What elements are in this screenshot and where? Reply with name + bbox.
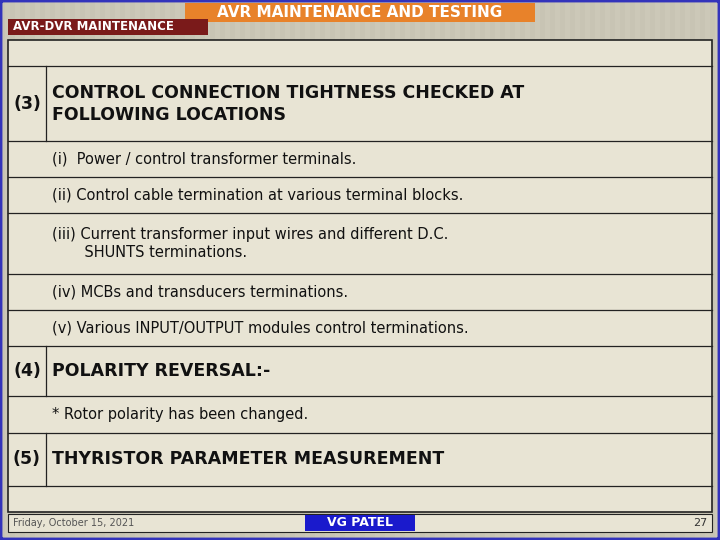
Bar: [520, 0, 525, 540]
Bar: [350, 0, 355, 540]
Bar: [490, 0, 495, 540]
Bar: [600, 0, 605, 540]
Bar: [20, 0, 25, 540]
Text: VG PATEL: VG PATEL: [327, 516, 393, 530]
Text: AVR MAINTENANCE AND TESTING: AVR MAINTENANCE AND TESTING: [217, 5, 503, 20]
Bar: [10, 0, 15, 540]
Bar: [620, 0, 625, 540]
Bar: [260, 0, 265, 540]
Bar: [280, 0, 285, 540]
Bar: [230, 0, 235, 540]
Bar: [100, 0, 105, 540]
Bar: [8, 514, 712, 532]
Bar: [370, 0, 375, 540]
Bar: [380, 0, 385, 540]
Bar: [580, 0, 585, 540]
Bar: [470, 0, 475, 540]
Bar: [700, 0, 705, 540]
Text: CONTROL CONNECTION TIGHTNESS CHECKED AT
FOLLOWING LOCATIONS: CONTROL CONNECTION TIGHTNESS CHECKED AT …: [52, 84, 524, 124]
Text: (iii) Current transformer input wires and different D.C.
       SHUNTS terminati: (iii) Current transformer input wires an…: [52, 227, 449, 260]
Bar: [250, 0, 255, 540]
Text: (i)  Power / control transformer terminals.: (i) Power / control transformer terminal…: [52, 152, 356, 167]
Text: POLARITY REVERSAL:-: POLARITY REVERSAL:-: [52, 362, 271, 380]
Bar: [80, 0, 85, 540]
Bar: [150, 0, 155, 540]
Bar: [130, 0, 135, 540]
Bar: [450, 0, 455, 540]
Bar: [170, 0, 175, 540]
Bar: [185, 3, 535, 22]
Bar: [360, 0, 365, 540]
Bar: [640, 0, 645, 540]
Bar: [420, 0, 425, 540]
Bar: [120, 0, 125, 540]
Text: AVR-DVR MAINTENANCE: AVR-DVR MAINTENANCE: [13, 21, 174, 33]
Bar: [630, 0, 635, 540]
Bar: [8, 40, 712, 512]
Text: (iv) MCBs and transducers terminations.: (iv) MCBs and transducers terminations.: [52, 284, 348, 299]
Bar: [460, 0, 465, 540]
Bar: [40, 0, 45, 540]
Text: (4): (4): [13, 362, 41, 380]
Bar: [660, 0, 665, 540]
Bar: [270, 0, 275, 540]
Bar: [330, 0, 335, 540]
Text: (ii) Control cable termination at various terminal blocks.: (ii) Control cable termination at variou…: [52, 188, 464, 203]
Bar: [60, 0, 65, 540]
Text: THYRISTOR PARAMETER MEASUREMENT: THYRISTOR PARAMETER MEASUREMENT: [52, 450, 444, 468]
Bar: [8, 19, 208, 35]
Text: 27: 27: [693, 518, 707, 528]
Bar: [90, 0, 95, 540]
Bar: [210, 0, 215, 540]
Bar: [550, 0, 555, 540]
Bar: [50, 0, 55, 540]
Bar: [480, 0, 485, 540]
Bar: [710, 0, 715, 540]
Bar: [650, 0, 655, 540]
Bar: [610, 0, 615, 540]
Bar: [320, 0, 325, 540]
Bar: [690, 0, 695, 540]
Bar: [240, 0, 245, 540]
Bar: [310, 0, 315, 540]
Bar: [70, 0, 75, 540]
Bar: [180, 0, 185, 540]
Text: * Rotor polarity has been changed.: * Rotor polarity has been changed.: [52, 407, 308, 422]
Bar: [440, 0, 445, 540]
Bar: [590, 0, 595, 540]
Bar: [0, 0, 5, 540]
Bar: [670, 0, 675, 540]
Bar: [140, 0, 145, 540]
Bar: [530, 0, 535, 540]
Bar: [290, 0, 295, 540]
Bar: [200, 0, 205, 540]
Bar: [340, 0, 345, 540]
Text: (5): (5): [13, 450, 41, 468]
Bar: [390, 0, 395, 540]
Bar: [560, 0, 565, 540]
Bar: [510, 0, 515, 540]
Text: Friday, October 15, 2021: Friday, October 15, 2021: [13, 518, 134, 528]
Bar: [220, 0, 225, 540]
Text: (v) Various INPUT/OUTPUT modules control terminations.: (v) Various INPUT/OUTPUT modules control…: [52, 320, 469, 335]
Bar: [430, 0, 435, 540]
Bar: [160, 0, 165, 540]
Bar: [400, 0, 405, 540]
Bar: [30, 0, 35, 540]
Bar: [540, 0, 545, 540]
Bar: [8, 40, 712, 512]
Bar: [410, 0, 415, 540]
Bar: [305, 515, 415, 531]
Bar: [500, 0, 505, 540]
Bar: [190, 0, 195, 540]
Bar: [110, 0, 115, 540]
Text: (3): (3): [13, 95, 41, 113]
Bar: [570, 0, 575, 540]
Bar: [300, 0, 305, 540]
Bar: [680, 0, 685, 540]
